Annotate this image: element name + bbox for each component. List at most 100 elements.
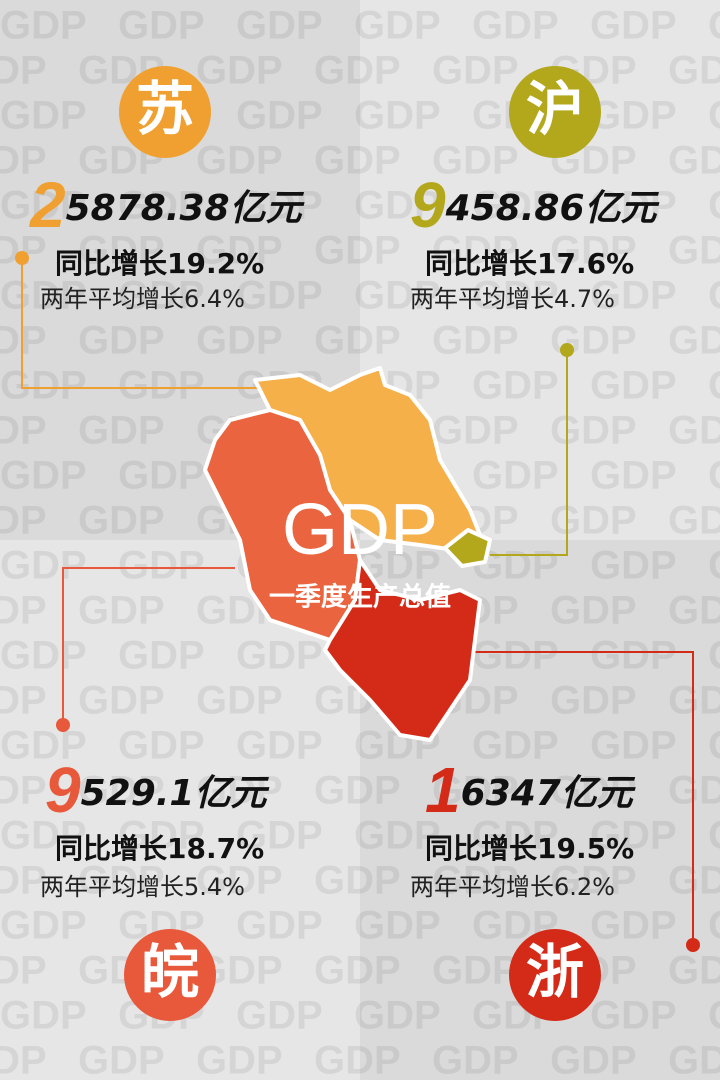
watermark: GDP xyxy=(0,274,87,318)
watermark: GDP xyxy=(78,679,165,723)
watermark: GDP xyxy=(0,94,87,138)
watermark: GDP xyxy=(78,409,165,453)
watermark: GDP xyxy=(708,544,720,588)
watermark: GDP xyxy=(432,139,519,183)
watermark: GDP xyxy=(432,319,519,363)
value-rest: 458.86亿元 xyxy=(445,188,660,229)
watermark: GDP xyxy=(472,454,559,498)
watermark: GDP xyxy=(196,49,283,93)
watermark: GDP xyxy=(590,634,677,678)
watermark: GDP xyxy=(432,229,519,273)
watermark: GDP xyxy=(314,49,401,93)
watermark: GDP xyxy=(668,409,720,453)
avg-growth: 两年平均增长5.4% xyxy=(40,873,245,901)
watermark: GDP xyxy=(590,454,677,498)
watermark: GDP xyxy=(196,859,283,903)
watermark: GDP xyxy=(590,364,677,408)
watermark: GDP xyxy=(0,4,87,48)
watermark: GDP xyxy=(314,769,401,813)
watermark: GDP xyxy=(590,94,677,138)
watermark: GDP xyxy=(0,184,87,228)
connector-dot xyxy=(15,251,29,265)
avg-growth: 两年平均增长6.2% xyxy=(410,873,615,901)
center-subtitle: 一季度生产总值 xyxy=(269,582,451,613)
connector xyxy=(21,258,265,389)
watermark: GDP xyxy=(590,814,677,858)
watermark: GDP xyxy=(668,499,720,543)
watermark: GDP xyxy=(708,364,720,408)
watermark: GDP xyxy=(550,589,637,633)
watermark: GDP xyxy=(550,679,637,723)
badge xyxy=(509,66,601,158)
value-rest: 6347亿元 xyxy=(461,773,636,814)
value-lead: 1 xyxy=(425,754,461,826)
watermark: GDP xyxy=(590,544,677,588)
watermark: GDP xyxy=(668,949,720,993)
watermark: GDP xyxy=(708,994,720,1038)
watermark: GDP xyxy=(668,49,720,93)
badge xyxy=(124,929,216,1021)
map-shanghai xyxy=(443,528,492,568)
watermark: GDP xyxy=(236,814,323,858)
watermark: GDP xyxy=(354,274,441,318)
connector-dot xyxy=(56,718,70,732)
yoy-growth: 同比增长18.7% xyxy=(55,832,264,865)
watermark: GDP xyxy=(78,229,165,273)
value-lead: 2 xyxy=(29,169,66,241)
watermark: GDP xyxy=(196,319,283,363)
watermark: GDP xyxy=(708,4,720,48)
watermark: GDP xyxy=(118,364,205,408)
region-name: 浙 xyxy=(526,938,584,1006)
watermark: GDP xyxy=(196,229,283,273)
watermark: GDP xyxy=(472,364,559,408)
watermark: GDP xyxy=(0,454,87,498)
watermark: GDP xyxy=(550,859,637,903)
watermark: GDP xyxy=(550,409,637,453)
watermark: GDP xyxy=(550,1039,637,1080)
watermark: GDP xyxy=(668,139,720,183)
watermark: GDP xyxy=(314,1039,401,1080)
watermark: GDP xyxy=(550,499,637,543)
watermark: GDP xyxy=(472,814,559,858)
watermark: GDP xyxy=(314,229,401,273)
watermark: GDP xyxy=(668,589,720,633)
region-name: 苏 xyxy=(136,75,194,143)
watermark: GDP xyxy=(432,949,519,993)
watermark: GDP xyxy=(78,1039,165,1080)
value: 9529.1亿元 xyxy=(45,754,269,826)
watermark: GDP xyxy=(354,904,441,948)
watermark: GDP xyxy=(354,994,441,1038)
watermark: GDP xyxy=(432,49,519,93)
watermark: GDP xyxy=(236,184,323,228)
watermark: GDP xyxy=(590,724,677,768)
value: 25878.38亿元 xyxy=(29,169,305,241)
watermark: GDP xyxy=(78,319,165,363)
watermark: GDP xyxy=(590,4,677,48)
watermark: GDP xyxy=(236,94,323,138)
avg-growth: 两年平均增长4.7% xyxy=(410,285,615,313)
watermark: GDP xyxy=(432,769,519,813)
watermark: GDP xyxy=(590,184,677,228)
watermark: GDP xyxy=(314,949,401,993)
watermark: GDP xyxy=(354,814,441,858)
avg-growth: 两年平均增长6.4% xyxy=(40,285,245,313)
watermark: GDP xyxy=(0,544,87,588)
region-name: 皖 xyxy=(141,938,199,1006)
watermark: GDP xyxy=(236,4,323,48)
watermark: GDP xyxy=(0,229,47,273)
watermark: GDP xyxy=(432,1039,519,1080)
stat-blocks: 25878.38亿元同比增长19.2%两年平均增长6.4%9458.86亿元同比… xyxy=(29,169,660,901)
watermark: GDP xyxy=(590,274,677,318)
watermark: GDP xyxy=(196,679,283,723)
watermark: GDP xyxy=(0,139,47,183)
watermark: GDP xyxy=(118,274,205,318)
watermark: GDP xyxy=(472,634,559,678)
watermark: GDP xyxy=(0,49,47,93)
watermark: GDP xyxy=(472,4,559,48)
watermark: GDP xyxy=(0,319,47,363)
watermark: GDP xyxy=(708,904,720,948)
watermark: GDP xyxy=(0,589,47,633)
watermark: GDP xyxy=(78,859,165,903)
watermark: GDP xyxy=(0,904,87,948)
